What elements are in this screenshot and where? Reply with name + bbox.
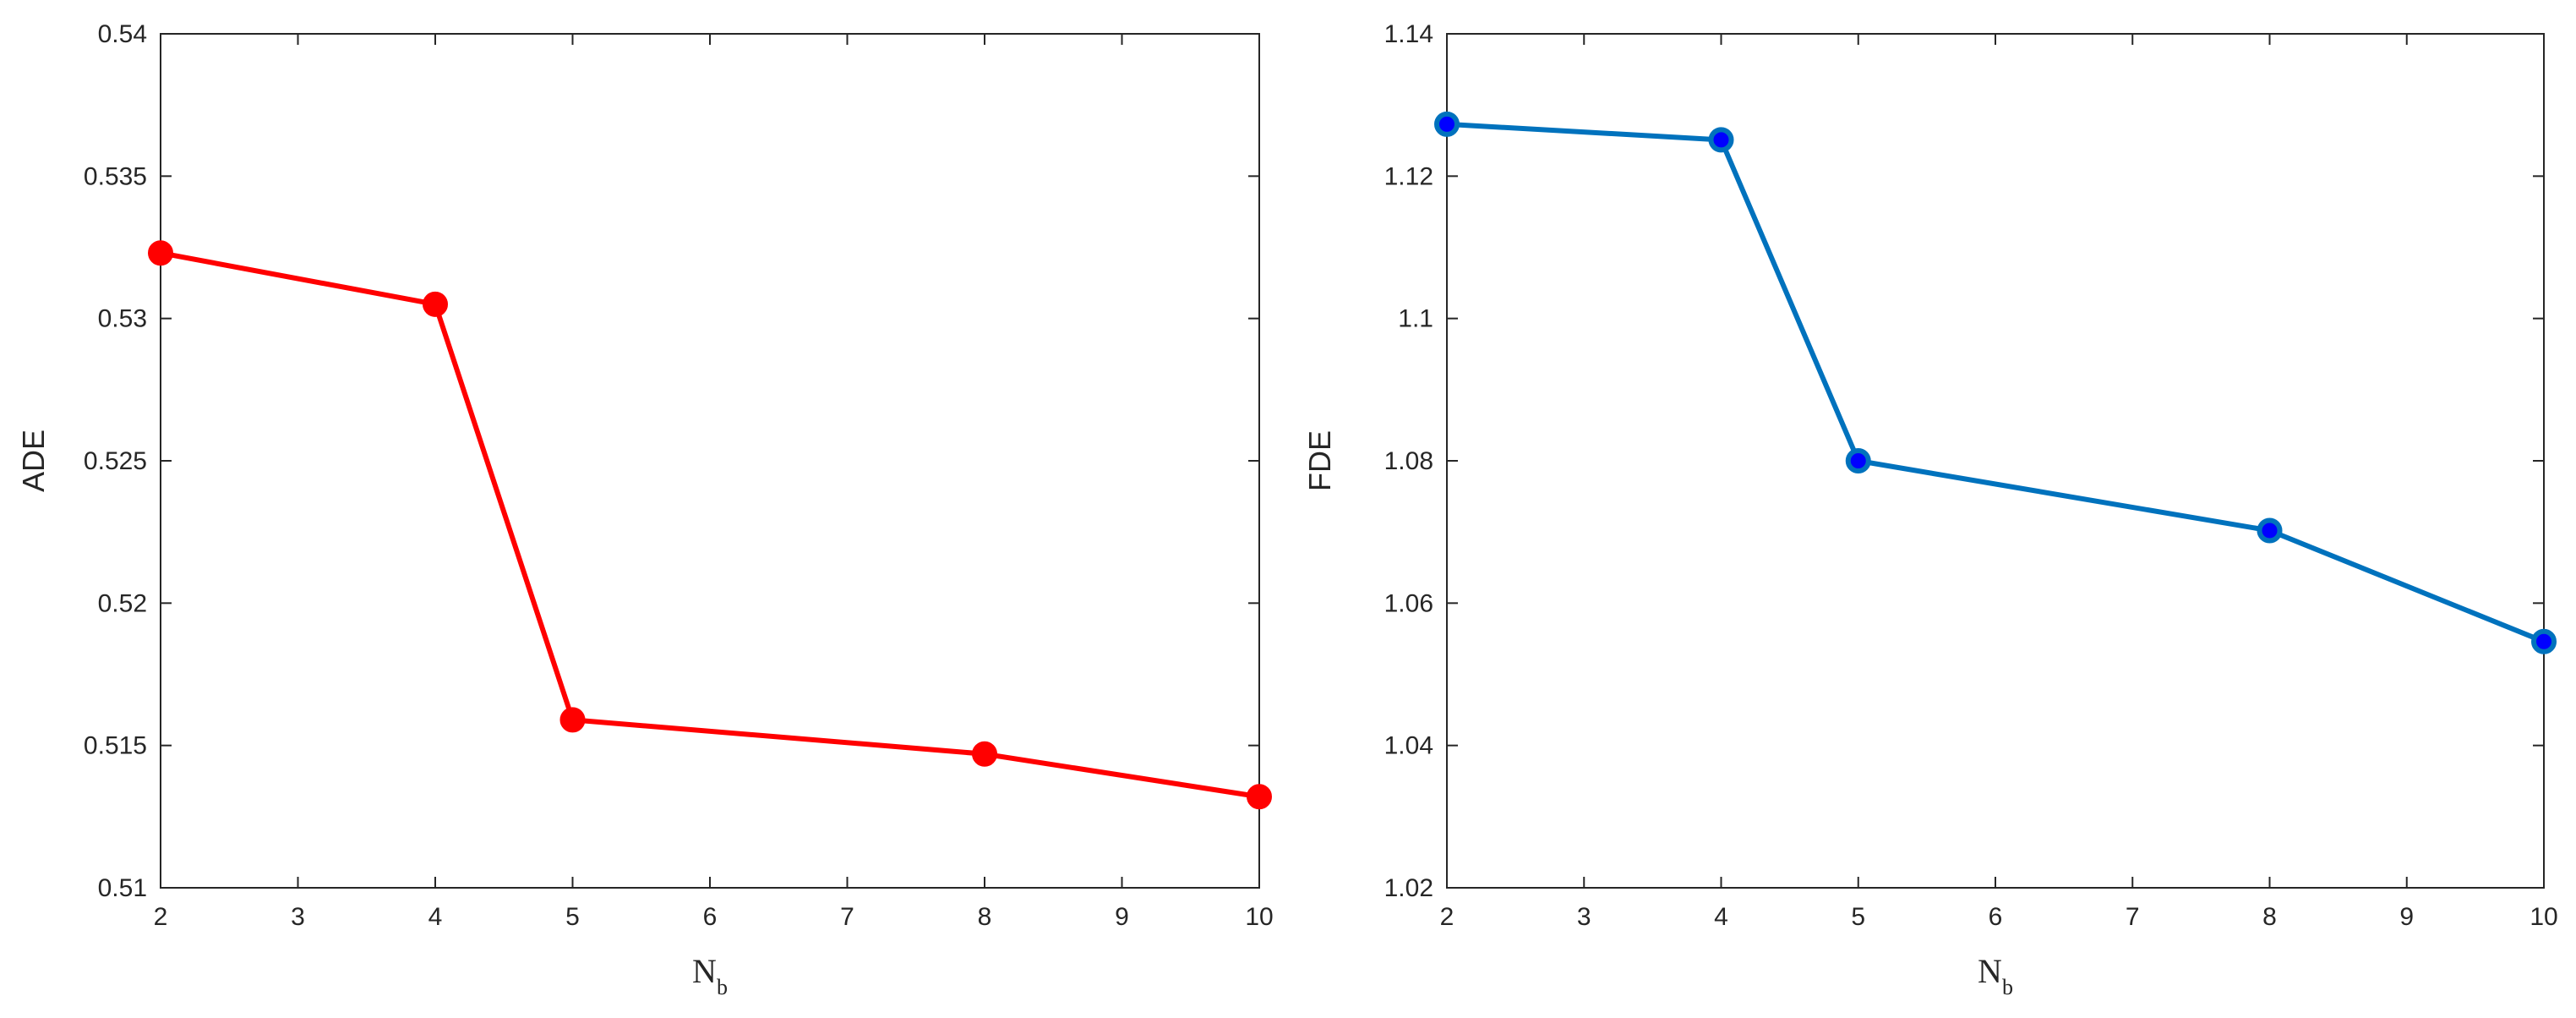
ade-data-point xyxy=(423,291,448,317)
ade-xtick-label: 7 xyxy=(840,903,854,931)
fde-data-point xyxy=(2531,628,2557,654)
fde-y-axis-title: FDE xyxy=(1302,430,1337,491)
ade-xtick-label: 4 xyxy=(428,903,443,931)
ade-xtick-label: 3 xyxy=(291,903,305,931)
fde-data-point xyxy=(1708,127,1734,153)
ade-data-point xyxy=(972,741,997,767)
ade-xtick-label: 6 xyxy=(703,903,718,931)
ade-xtick-label: 9 xyxy=(1115,903,1129,931)
ade-xtick-label: 2 xyxy=(154,903,168,931)
fde-x-axis-title: Nb xyxy=(1978,952,2013,999)
fde-ytick-label: 1.14 xyxy=(1384,20,1433,48)
fde-xtick-label: 9 xyxy=(2399,903,2414,931)
fde-xtick-label: 2 xyxy=(1440,903,1454,931)
ade-ytick-label: 0.53 xyxy=(98,305,147,333)
fde-data-point xyxy=(1434,111,1460,137)
ade-series xyxy=(148,240,1272,810)
fde-ytick-label: 1.12 xyxy=(1384,162,1433,190)
ade-ytick-label: 0.54 xyxy=(98,20,147,48)
fde-series xyxy=(1434,111,2557,654)
ade-xtick-label: 5 xyxy=(565,903,580,931)
ade-data-point xyxy=(559,707,586,733)
ade-chart: 2 3 4 5 6 7 8 9 10 0.51 0.515 0.52 0.525 0.53 0.535 0.5… xyxy=(16,20,1274,999)
ade-x-axis-title: Nb xyxy=(692,952,728,999)
ade-y-axis-title: ADE xyxy=(16,430,51,492)
fde-ytick-label: 1.02 xyxy=(1384,874,1433,902)
ade-ytick-label: 0.515 xyxy=(84,732,147,760)
ade-ytick-label: 0.525 xyxy=(84,447,147,475)
ade-ytick-label: 0.51 xyxy=(98,874,147,902)
fde-xtick-label: 4 xyxy=(1714,903,1728,931)
fde-ytick-label: 1.08 xyxy=(1384,447,1433,475)
fde-ytick-label: 1.06 xyxy=(1384,589,1433,617)
fde-ytick-label: 1.04 xyxy=(1384,732,1433,760)
ade-data-point xyxy=(1247,784,1272,810)
fde-xtick-label: 10 xyxy=(2530,903,2557,931)
ade-data-point xyxy=(148,240,173,266)
ade-ytick-label: 0.535 xyxy=(84,162,147,190)
ade-ytick-label: 0.52 xyxy=(98,589,147,617)
fde-ytick-label: 1.1 xyxy=(1398,305,1433,333)
ade-xtick-label: 10 xyxy=(1245,903,1273,931)
fde-chart: 2 3 4 5 6 7 8 9 10 1.02 1.04 1.06 1.08 1.1 1.12 1.14 Nb F… xyxy=(1302,20,2558,999)
fde-xtick-label: 8 xyxy=(2262,903,2277,931)
fde-data-point xyxy=(1845,448,1871,473)
fde-xtick-label: 6 xyxy=(1989,903,2003,931)
fde-xtick-label: 3 xyxy=(1577,903,1591,931)
ade-xtick-label: 8 xyxy=(978,903,992,931)
fde-xtick-label: 7 xyxy=(2126,903,2140,931)
fde-xtick-label: 5 xyxy=(1851,903,1865,931)
fde-data-point xyxy=(2257,517,2283,544)
